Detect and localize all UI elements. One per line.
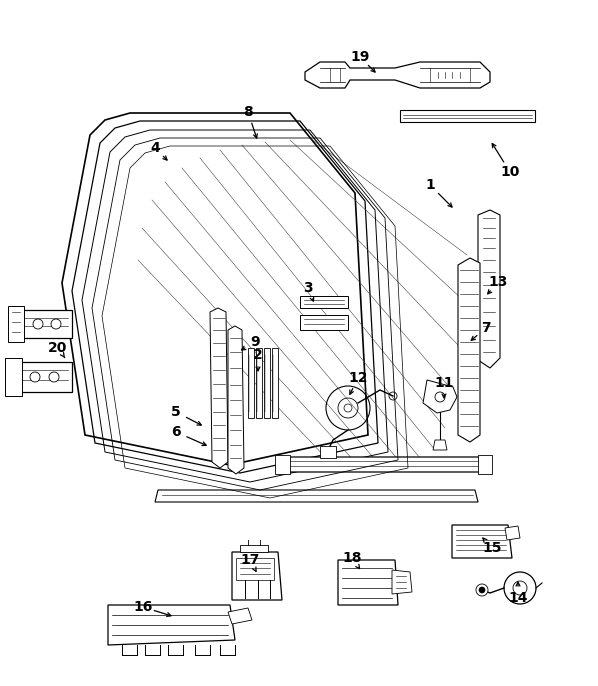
Text: 17: 17 (240, 553, 260, 567)
Polygon shape (275, 455, 290, 474)
Circle shape (33, 319, 43, 329)
Text: 8: 8 (243, 105, 253, 119)
Text: 2: 2 (253, 348, 263, 362)
Polygon shape (210, 308, 228, 468)
Polygon shape (10, 362, 72, 392)
Polygon shape (478, 455, 492, 474)
Polygon shape (300, 315, 348, 330)
Polygon shape (505, 526, 520, 540)
Polygon shape (228, 326, 244, 474)
Polygon shape (338, 560, 398, 605)
Polygon shape (18, 310, 72, 338)
Circle shape (513, 581, 527, 595)
Polygon shape (236, 558, 274, 580)
Polygon shape (433, 440, 447, 450)
Polygon shape (330, 68, 340, 82)
Polygon shape (232, 552, 282, 600)
Text: 5: 5 (171, 405, 181, 419)
Circle shape (344, 404, 352, 412)
Polygon shape (264, 348, 270, 418)
Circle shape (49, 372, 59, 382)
Polygon shape (320, 446, 336, 458)
Polygon shape (452, 525, 512, 558)
Polygon shape (108, 605, 235, 645)
Circle shape (479, 587, 485, 593)
Circle shape (476, 584, 488, 596)
Polygon shape (423, 380, 457, 413)
Polygon shape (62, 113, 368, 465)
Polygon shape (400, 110, 535, 122)
Text: 6: 6 (171, 425, 181, 439)
Text: 15: 15 (482, 541, 502, 555)
Polygon shape (430, 68, 470, 82)
Circle shape (51, 319, 61, 329)
Circle shape (30, 372, 40, 382)
Text: 4: 4 (150, 141, 160, 155)
Circle shape (504, 572, 536, 604)
Text: 13: 13 (489, 275, 508, 289)
Polygon shape (392, 570, 412, 594)
Polygon shape (272, 348, 278, 418)
Text: 9: 9 (250, 335, 260, 349)
Text: 16: 16 (133, 600, 152, 614)
Text: 1: 1 (425, 178, 435, 192)
Text: 3: 3 (303, 281, 313, 295)
Text: 7: 7 (481, 321, 491, 335)
Polygon shape (155, 490, 478, 502)
Text: 11: 11 (434, 376, 454, 390)
Polygon shape (478, 210, 500, 368)
Text: 19: 19 (350, 50, 370, 64)
Polygon shape (8, 306, 24, 342)
Polygon shape (458, 258, 480, 442)
Text: 10: 10 (501, 165, 520, 179)
Text: 20: 20 (48, 341, 68, 355)
Text: 12: 12 (348, 371, 368, 385)
Text: 18: 18 (342, 551, 362, 565)
Polygon shape (276, 457, 484, 472)
Polygon shape (228, 608, 252, 624)
Polygon shape (256, 348, 262, 418)
Polygon shape (5, 358, 22, 396)
Polygon shape (300, 296, 348, 308)
Polygon shape (305, 62, 490, 88)
Polygon shape (248, 348, 254, 418)
Text: 14: 14 (508, 591, 528, 605)
Polygon shape (240, 545, 268, 552)
